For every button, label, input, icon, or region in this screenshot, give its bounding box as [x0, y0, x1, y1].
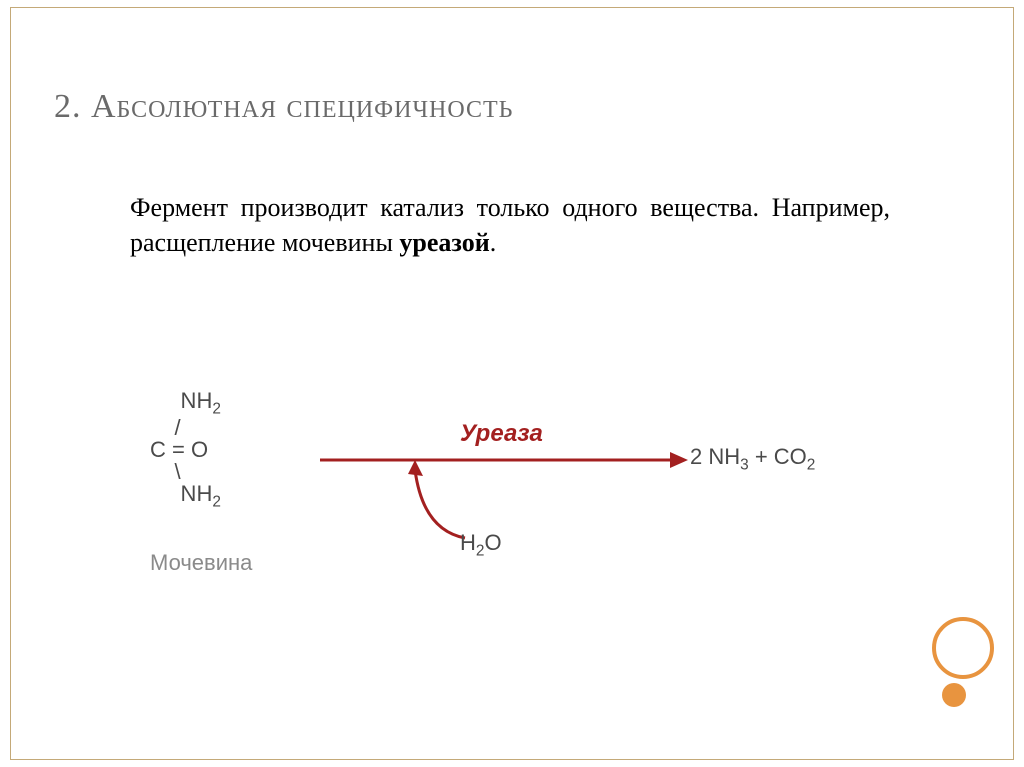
urea-r2: /: [150, 417, 221, 439]
slide: 2. Абсолютная специфичность Фермент прои…: [0, 0, 1024, 767]
urease-label: Уреаза: [460, 420, 543, 448]
h2o-label: H2O: [460, 530, 502, 560]
prod-plus: +: [749, 444, 774, 469]
prod-nh: NH: [708, 444, 740, 469]
prod-nh-sub: 3: [740, 456, 749, 473]
urea-r5: NH: [150, 481, 212, 506]
urea-r3: C = O: [150, 439, 221, 461]
decor-circle-big: [932, 617, 994, 679]
body-bold: уреазой: [399, 228, 489, 257]
prod-coeff: 2: [690, 444, 708, 469]
reaction-arrow: [320, 448, 690, 478]
urea-r1s: 2: [212, 400, 221, 417]
products: 2 NH3 + CO2: [690, 444, 815, 474]
urea-label: Мочевина: [150, 550, 252, 576]
urea-r4: \: [150, 461, 221, 483]
body-line2-post: .: [490, 228, 497, 257]
body-line1: Фермент производит катализ только: [130, 193, 550, 222]
reaction-diagram: NH2 / C = O \ NH2 Мочевина Уреаза H2O 2 …: [150, 380, 870, 600]
decor-circle-small: [942, 683, 966, 707]
prod-co: CO: [774, 444, 807, 469]
urea-r1: NH: [150, 388, 212, 413]
h2o-o: O: [484, 530, 501, 555]
prod-co-sub: 2: [807, 456, 816, 473]
slide-title: 2. Абсолютная специфичность: [54, 88, 513, 126]
body-text: Фермент производит катализ только одного…: [130, 190, 890, 260]
h2o-h: H: [460, 530, 476, 555]
urea-r5s: 2: [212, 493, 221, 510]
urea-structure: NH2 / C = O \ NH2: [150, 390, 221, 510]
